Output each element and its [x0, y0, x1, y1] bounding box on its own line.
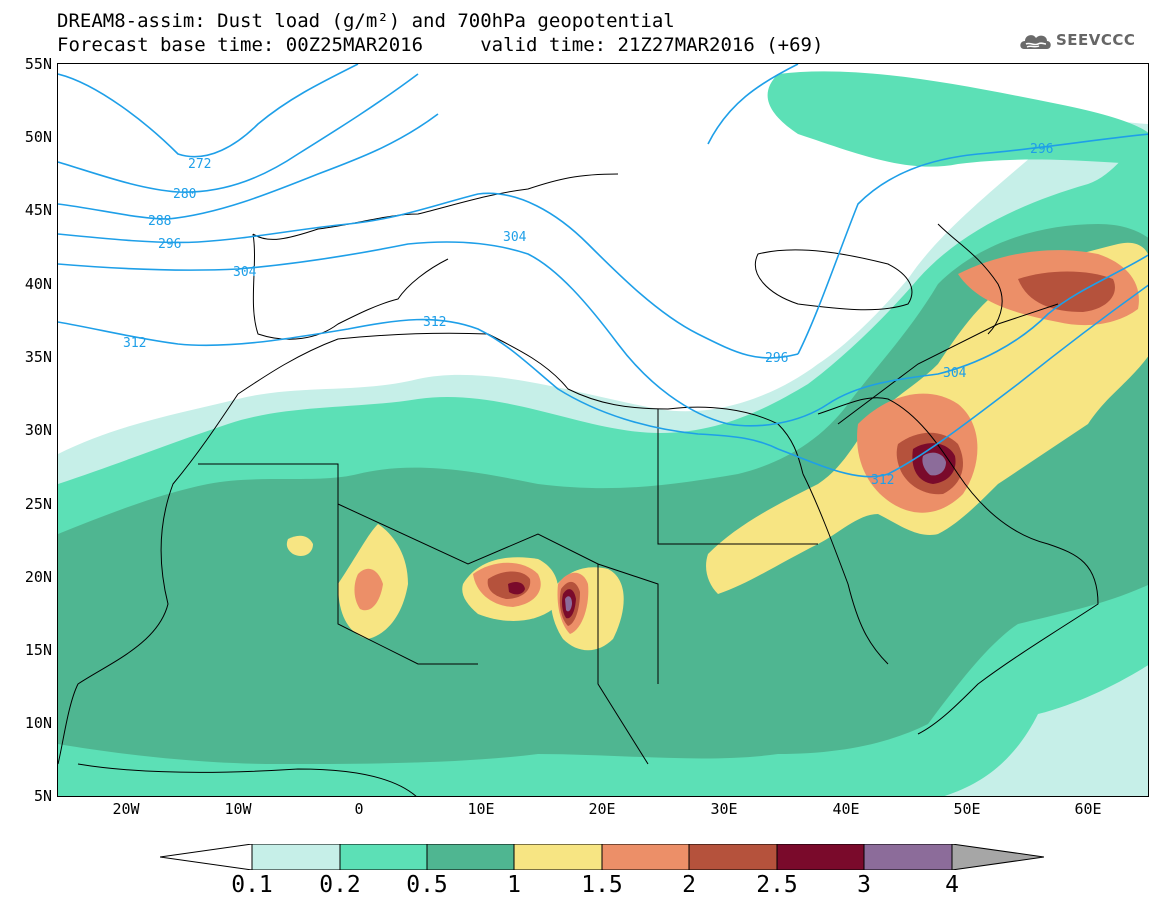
colorbar-segment	[863, 844, 953, 870]
map-canvas: 272 280 288 296 304 312 304 312 296 296 …	[58, 64, 1148, 796]
border-mideast	[837, 303, 1059, 425]
cloud-icon	[1020, 35, 1051, 49]
contour-labels: 272 280 288 296 304 312 304 312 296 296 …	[123, 142, 1053, 488]
border-egypt	[657, 409, 818, 545]
contour-272	[58, 64, 359, 158]
dust-contour-0.2-north	[767, 71, 1148, 167]
figure-title: DREAM8-assim: Dust load (g/m²) and 700hP…	[57, 10, 675, 32]
contour-label: 288	[148, 214, 171, 229]
lat-label: 45N	[24, 201, 52, 219]
seevccc-logo: SEEVCCC	[1018, 29, 1135, 51]
colorbar-label: 0.5	[406, 872, 448, 898]
contour-label: 296	[158, 237, 181, 252]
contour-label: 312	[871, 473, 894, 488]
border-sahara-2	[337, 503, 659, 684]
colorbar-segment	[339, 844, 428, 870]
dust-map: 272 280 288 296 304 312 304 312 296 296 …	[57, 63, 1149, 797]
contour-label: 296	[765, 351, 788, 366]
contour-label: 304	[233, 265, 257, 280]
colorbar-label: 2.5	[756, 872, 798, 898]
lat-label: 30N	[24, 421, 52, 439]
coastline-arabia	[817, 397, 1099, 735]
border-sahara-3	[597, 564, 649, 765]
contour-label: 304	[943, 366, 967, 381]
contour-label: 312	[423, 315, 446, 330]
colorbar-label: 0.2	[319, 872, 361, 898]
logo-text: SEEVCCC	[1056, 31, 1136, 49]
geopotential-contours	[58, 64, 1148, 478]
dust-contour-2.5-sahara-b	[508, 581, 525, 595]
colorbar-label: 3	[857, 872, 871, 898]
border-caspian	[937, 223, 1003, 335]
contour-304-east	[827, 254, 1148, 405]
forecast-time-line: Forecast base time: 00Z25MAR2016 valid t…	[57, 34, 824, 56]
lon-label: 40E	[832, 800, 860, 818]
contour-312-west	[58, 318, 779, 450]
coastline-iberia	[252, 233, 449, 340]
colorbar-label: 2	[682, 872, 696, 898]
contour-label: 272	[188, 157, 211, 172]
lat-label: 10N	[24, 714, 52, 732]
coastlines	[58, 173, 1099, 796]
contour-label: 296	[1030, 142, 1053, 157]
colorbar-segment	[251, 844, 341, 870]
lat-label: 55N	[24, 55, 52, 73]
coastline-europe	[252, 173, 619, 240]
colorbar-label: 4	[945, 872, 959, 898]
contour-312-east	[777, 284, 1148, 478]
dust-contour-3-iraq	[922, 452, 946, 476]
lat-label: 25N	[24, 495, 52, 513]
dust-field	[58, 71, 1148, 796]
lon-label: 10E	[467, 800, 495, 818]
contour-296-west	[58, 192, 799, 359]
lon-label: 10W	[224, 800, 252, 818]
colorbar-segment	[426, 844, 515, 870]
coastline-gulf-of-guinea	[77, 763, 417, 796]
colorbar-segment	[776, 844, 865, 870]
colorbar-left-arrow	[160, 844, 253, 870]
coastline-west-africa	[58, 393, 239, 765]
colorbar-segment	[513, 844, 603, 870]
dust-contour-1.5-sahara-a	[354, 568, 383, 611]
dust-contour-3-sahara-c	[565, 596, 572, 612]
lat-label: 35N	[24, 348, 52, 366]
border-sahara-1	[198, 463, 478, 665]
colorbar-label: 1.5	[581, 872, 623, 898]
lat-label: 40N	[24, 275, 52, 293]
lon-label: 30E	[710, 800, 738, 818]
coastline-red-sea	[802, 473, 889, 665]
colorbar-segment	[688, 844, 778, 870]
contour-296-east	[797, 133, 1148, 355]
lon-label: 50E	[953, 800, 981, 818]
colorbar-label: 1	[507, 872, 521, 898]
dust-contour-0.5	[58, 224, 1148, 764]
colorbar-legend	[160, 844, 1044, 870]
lat-label: 15N	[24, 641, 52, 659]
coastline-north-africa	[237, 332, 804, 475]
dust-contour-1-west-d	[286, 535, 313, 556]
contour-296-north	[707, 64, 799, 145]
contour-304-west	[58, 241, 829, 427]
lat-label: 20N	[24, 568, 52, 586]
contour-label: 312	[123, 336, 146, 351]
lon-label: 60E	[1074, 800, 1102, 818]
contour-label: 280	[173, 187, 196, 202]
contour-288	[58, 113, 439, 220]
colorbar-right-arrow	[951, 844, 1044, 870]
border-black-sea	[754, 249, 913, 311]
contour-280	[58, 73, 419, 193]
lat-label: 50N	[24, 128, 52, 146]
colorbar-segment	[601, 844, 690, 870]
lon-label: 20W	[112, 800, 140, 818]
lat-label: 5N	[33, 787, 52, 805]
lon-label: 20E	[588, 800, 616, 818]
lon-label: 0	[354, 800, 364, 818]
dust-contour-2-iran	[1018, 271, 1115, 312]
colorbar-label: 0.1	[231, 872, 273, 898]
contour-label: 304	[503, 230, 527, 245]
